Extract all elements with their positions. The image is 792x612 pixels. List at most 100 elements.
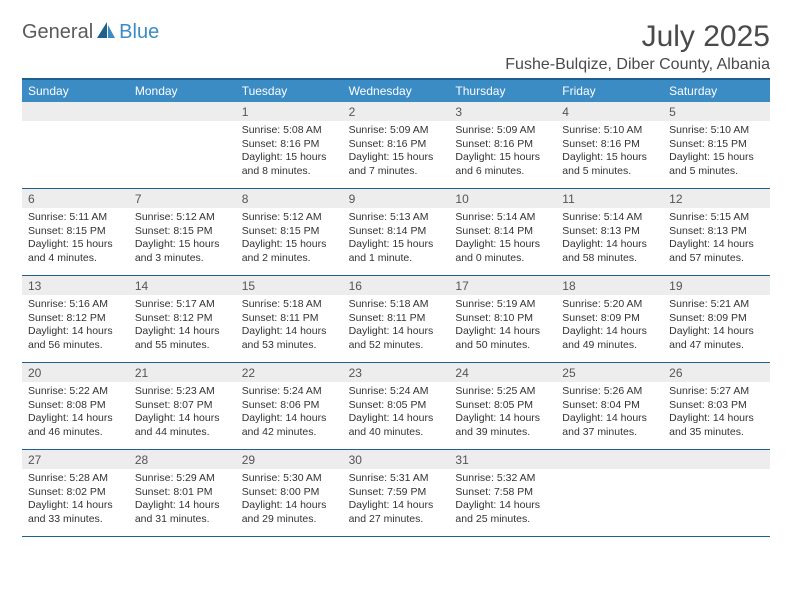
sunset-line: Sunset: 8:10 PM <box>455 312 550 326</box>
day-number: 14 <box>135 279 230 293</box>
daylight-line: Daylight: 14 hours and 25 minutes. <box>455 499 550 526</box>
sunrise-line: Sunrise: 5:10 AM <box>562 124 657 138</box>
day-number: 18 <box>562 279 657 293</box>
day-number-row: 22 <box>236 363 343 382</box>
day-number-row: 7 <box>129 189 236 208</box>
calendar-cell <box>129 102 236 188</box>
daylight-line: Daylight: 14 hours and 29 minutes. <box>242 499 337 526</box>
calendar-cell: 22Sunrise: 5:24 AMSunset: 8:06 PMDayligh… <box>236 363 343 449</box>
sunset-line: Sunset: 8:05 PM <box>455 399 550 413</box>
sunrise-line: Sunrise: 5:30 AM <box>242 472 337 486</box>
daylight-line: Daylight: 15 hours and 5 minutes. <box>562 151 657 178</box>
day-number: 4 <box>562 105 657 119</box>
sunset-line: Sunset: 8:13 PM <box>669 225 764 239</box>
logo-sail-icon <box>95 20 117 45</box>
day-number: 8 <box>242 192 337 206</box>
calendar-cell: 20Sunrise: 5:22 AMSunset: 8:08 PMDayligh… <box>22 363 129 449</box>
calendar-cell: 30 Sunrise: 5:31 AMSunset: 7:59 PMDayligh… <box>343 450 450 536</box>
cell-body: Sunrise: 5:31 AMSunset: 7:59 PMDaylight:… <box>343 469 450 531</box>
day-number: 19 <box>669 279 764 293</box>
sunset-line: Sunset: 8:15 PM <box>28 225 123 239</box>
sunrise-line: Sunrise: 5:32 AM <box>455 472 550 486</box>
calendar-cell: 23Sunrise: 5:24 AMSunset: 8:05 PMDayligh… <box>343 363 450 449</box>
cell-body: Sunrise: 5:21 AMSunset: 8:09 PMDaylight:… <box>663 295 770 357</box>
daylight-line: Daylight: 15 hours and 7 minutes. <box>349 151 444 178</box>
day-header-cell: Sunday <box>22 80 129 102</box>
calendar-cell: 26Sunrise: 5:27 AMSunset: 8:03 PMDayligh… <box>663 363 770 449</box>
cell-body: Sunrise: 5:09 AMSunset: 8:16 PMDaylight:… <box>449 121 556 183</box>
sunset-line: Sunset: 8:14 PM <box>349 225 444 239</box>
day-header-cell: Friday <box>556 80 663 102</box>
day-number: 12 <box>669 192 764 206</box>
day-number: 13 <box>28 279 123 293</box>
day-number-row: 29 <box>236 450 343 469</box>
day-number-row: 6 <box>22 189 129 208</box>
sunset-line: Sunset: 8:12 PM <box>28 312 123 326</box>
day-number: 30 <box>349 453 444 467</box>
sunset-line: Sunset: 8:01 PM <box>135 486 230 500</box>
cell-body: Sunrise: 5:25 AMSunset: 8:05 PMDaylight:… <box>449 382 556 444</box>
day-number-row: 18 <box>556 276 663 295</box>
daylight-line: Daylight: 14 hours and 44 minutes. <box>135 412 230 439</box>
sunset-line: Sunset: 8:13 PM <box>562 225 657 239</box>
day-header-cell: Thursday <box>449 80 556 102</box>
daylight-line: Daylight: 14 hours and 55 minutes. <box>135 325 230 352</box>
calendar-cell: 13Sunrise: 5:16 AMSunset: 8:12 PMDayligh… <box>22 276 129 362</box>
cell-body: Sunrise: 5:15 AMSunset: 8:13 PMDaylight:… <box>663 208 770 270</box>
cell-body: Sunrise: 5:29 AMSunset: 8:01 PMDaylight:… <box>129 469 236 531</box>
logo-text-blue: Blue <box>119 21 159 44</box>
sunrise-line: Sunrise: 5:21 AM <box>669 298 764 312</box>
calendar-cell <box>556 450 663 536</box>
sunrise-line: Sunrise: 5:18 AM <box>349 298 444 312</box>
calendar-week: 13Sunrise: 5:16 AMSunset: 8:12 PMDayligh… <box>22 276 770 363</box>
calendar-cell: 10Sunrise: 5:14 AMSunset: 8:14 PMDayligh… <box>449 189 556 275</box>
day-header-cell: Monday <box>129 80 236 102</box>
daylight-line: Daylight: 14 hours and 52 minutes. <box>349 325 444 352</box>
daylight-line: Daylight: 14 hours and 35 minutes. <box>669 412 764 439</box>
sunset-line: Sunset: 8:03 PM <box>669 399 764 413</box>
calendar-cell <box>22 102 129 188</box>
sunrise-line: Sunrise: 5:27 AM <box>669 385 764 399</box>
cell-body: Sunrise: 5:26 AMSunset: 8:04 PMDaylight:… <box>556 382 663 444</box>
calendar-cell: 15Sunrise: 5:18 AMSunset: 8:11 PMDayligh… <box>236 276 343 362</box>
sunset-line: Sunset: 8:11 PM <box>242 312 337 326</box>
day-number-row: 24 <box>449 363 556 382</box>
calendar-cell: 28Sunrise: 5:29 AMSunset: 8:01 PMDayligh… <box>129 450 236 536</box>
sunrise-line: Sunrise: 5:09 AM <box>349 124 444 138</box>
day-header-cell: Saturday <box>663 80 770 102</box>
cell-body: Sunrise: 5:12 AMSunset: 8:15 PMDaylight:… <box>129 208 236 270</box>
day-number-row: 21 <box>129 363 236 382</box>
cell-body: Sunrise: 5:10 AMSunset: 8:16 PMDaylight:… <box>556 121 663 183</box>
daylight-line: Daylight: 15 hours and 3 minutes. <box>135 238 230 265</box>
cell-body: Sunrise: 5:22 AMSunset: 8:08 PMDaylight:… <box>22 382 129 444</box>
day-number-row: 11 <box>556 189 663 208</box>
sunset-line: Sunset: 8:08 PM <box>28 399 123 413</box>
day-number: 1 <box>242 105 337 119</box>
daylight-line: Daylight: 14 hours and 27 minutes. <box>349 499 444 526</box>
day-number-row <box>129 102 236 121</box>
cell-body: Sunrise: 5:14 AMSunset: 8:14 PMDaylight:… <box>449 208 556 270</box>
daylight-line: Daylight: 14 hours and 47 minutes. <box>669 325 764 352</box>
day-number-row: 1 <box>236 102 343 121</box>
calendar-cell: 7Sunrise: 5:12 AMSunset: 8:15 PMDaylight… <box>129 189 236 275</box>
day-number-row: 3 <box>449 102 556 121</box>
calendar-cell: 21Sunrise: 5:23 AMSunset: 8:07 PMDayligh… <box>129 363 236 449</box>
calendar-week: 1 Sunrise: 5:08 AMSunset: 8:16 PMDaylight… <box>22 102 770 189</box>
day-number: 11 <box>562 192 657 206</box>
day-number: 3 <box>455 105 550 119</box>
daylight-line: Daylight: 15 hours and 2 minutes. <box>242 238 337 265</box>
day-number: 9 <box>349 192 444 206</box>
sunrise-line: Sunrise: 5:15 AM <box>669 211 764 225</box>
cell-body: Sunrise: 5:08 AMSunset: 8:16 PMDaylight:… <box>236 121 343 183</box>
calendar-cell: 9Sunrise: 5:13 AMSunset: 8:14 PMDaylight… <box>343 189 450 275</box>
day-number <box>562 453 657 467</box>
day-number <box>28 105 123 119</box>
daylight-line: Daylight: 15 hours and 1 minute. <box>349 238 444 265</box>
calendar-cell: 2Sunrise: 5:09 AMSunset: 8:16 PMDaylight… <box>343 102 450 188</box>
header: General Blue July 2025 Fushe-Bulqize, Di… <box>22 20 770 74</box>
day-header-row: SundayMondayTuesdayWednesdayThursdayFrid… <box>22 80 770 102</box>
daylight-line: Daylight: 14 hours and 39 minutes. <box>455 412 550 439</box>
sunset-line: Sunset: 8:16 PM <box>455 138 550 152</box>
cell-body: Sunrise: 5:18 AMSunset: 8:11 PMDaylight:… <box>236 295 343 357</box>
day-number-row: 30 <box>343 450 450 469</box>
